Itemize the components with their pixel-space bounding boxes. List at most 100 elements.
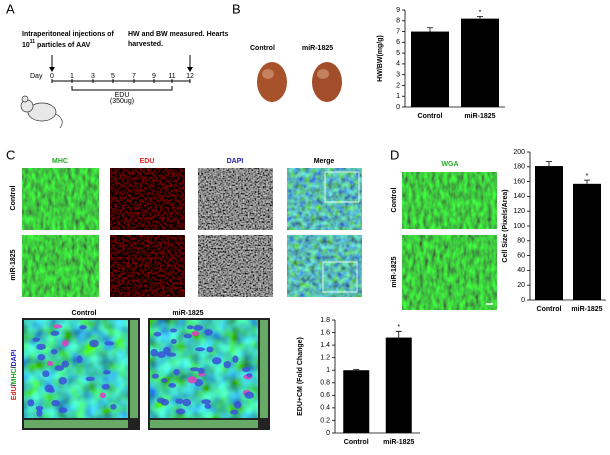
nucleus (153, 331, 162, 337)
x-tick-label: miR-1825 (464, 113, 495, 120)
y-tick-label: 160 (513, 178, 525, 185)
error-bar (395, 330, 402, 338)
nucleus (36, 408, 43, 417)
column-header: MHC (52, 158, 68, 165)
nucleus (223, 361, 232, 369)
day-label: 3 (91, 73, 95, 80)
micrograph (22, 168, 99, 230)
nucleus (183, 333, 193, 339)
y-tick-label: 40 (517, 267, 525, 274)
text: 10 (22, 42, 30, 49)
y-tick-label: 140 (513, 193, 525, 200)
nucleus (186, 325, 194, 330)
bar (535, 166, 563, 300)
row-label: Control (10, 186, 17, 211)
bar (411, 31, 449, 107)
nucleus (58, 407, 68, 414)
heart-highlight (317, 69, 329, 79)
group-label: Control (72, 310, 97, 317)
panel-label: C (6, 147, 15, 162)
mouse-icon (20, 95, 63, 129)
y-tick-label: 120 (513, 208, 525, 215)
group-label: Control (250, 45, 275, 52)
nucleus (85, 376, 95, 382)
nucleus (32, 337, 41, 342)
nucleus (51, 400, 60, 407)
y-axis-title: HW/BW(mg/g) (377, 35, 384, 82)
panel-label: B (232, 1, 241, 16)
edu-label: (350ug) (110, 98, 134, 105)
nucleus (99, 392, 107, 399)
y-tick-label: 0.6 (320, 392, 330, 399)
micrograph (22, 235, 99, 297)
nucleus (54, 365, 65, 372)
nucleus (104, 341, 115, 346)
text: MHC (11, 368, 18, 384)
orthogonal-view (260, 320, 268, 418)
nucleus (163, 346, 171, 355)
stain-label: WGA (441, 161, 458, 168)
zoom-box (322, 261, 358, 293)
y-tick-label: 0.4 (320, 405, 330, 412)
row-label: miR-1825 (391, 256, 398, 287)
y-tick-label: 200 (513, 149, 525, 156)
nucleus (191, 331, 200, 337)
y-tick-label: 3 (396, 72, 400, 79)
y-tick-label: 9 (396, 7, 400, 14)
y-tick-label: 0.8 (320, 380, 330, 387)
nucleus (53, 324, 63, 329)
error-bar (353, 369, 360, 371)
arrow-head (187, 67, 193, 72)
nucleus (193, 325, 204, 331)
nucleus (50, 348, 58, 355)
y-tick-label: 5 (396, 50, 400, 57)
nucleus (169, 328, 178, 333)
nucleus (58, 376, 67, 385)
y-tick-label: 1.2 (320, 355, 330, 362)
nucleus (42, 370, 50, 378)
micrograph (402, 235, 497, 310)
column-header: EDU (140, 158, 155, 165)
x-tick-label: miR-1825 (571, 306, 602, 313)
y-tick-label: 0 (396, 104, 400, 111)
text: / (11, 384, 18, 386)
column-header: Merge (314, 158, 335, 165)
nucleus (50, 330, 60, 336)
significance: * (397, 324, 400, 331)
nucleus (27, 399, 35, 407)
nucleus (150, 348, 159, 357)
day-label: 5 (111, 73, 115, 80)
error-bar (546, 161, 552, 167)
nucleus (151, 373, 159, 379)
x-tick-label: miR-1825 (383, 439, 414, 446)
micrograph (110, 235, 185, 297)
nucleus (206, 346, 214, 353)
micrograph (110, 168, 185, 230)
harvest-text: harvested. (128, 41, 163, 48)
superscript: 11 (30, 39, 36, 45)
nucleus (61, 360, 70, 368)
nucleus (170, 338, 177, 345)
nucleus (35, 405, 44, 411)
nucleus (101, 383, 110, 390)
nucleus (76, 355, 83, 364)
nucleus (166, 352, 177, 357)
y-tick-label: 0.2 (320, 417, 330, 424)
y-axis-title: Cell Size (Pixels/Area) (502, 189, 509, 262)
heart-image (312, 62, 342, 102)
y-axis-title: EDU+CM (Fold Change) (297, 337, 304, 416)
nucleus (103, 370, 111, 375)
heart-image (257, 62, 287, 102)
y-tick-label: 7 (396, 28, 400, 35)
nucleus (161, 378, 168, 383)
nucleus (175, 398, 184, 404)
row-label: Control (391, 188, 398, 213)
group-label: miR-1825 (172, 310, 203, 317)
nucleus (246, 373, 253, 378)
nucleus (204, 329, 213, 336)
orthogonal-view (150, 420, 258, 428)
panel-label: D (390, 147, 399, 162)
micrograph (287, 235, 362, 297)
orthogonal-view (24, 420, 128, 428)
text: particles of AAV (35, 42, 91, 49)
